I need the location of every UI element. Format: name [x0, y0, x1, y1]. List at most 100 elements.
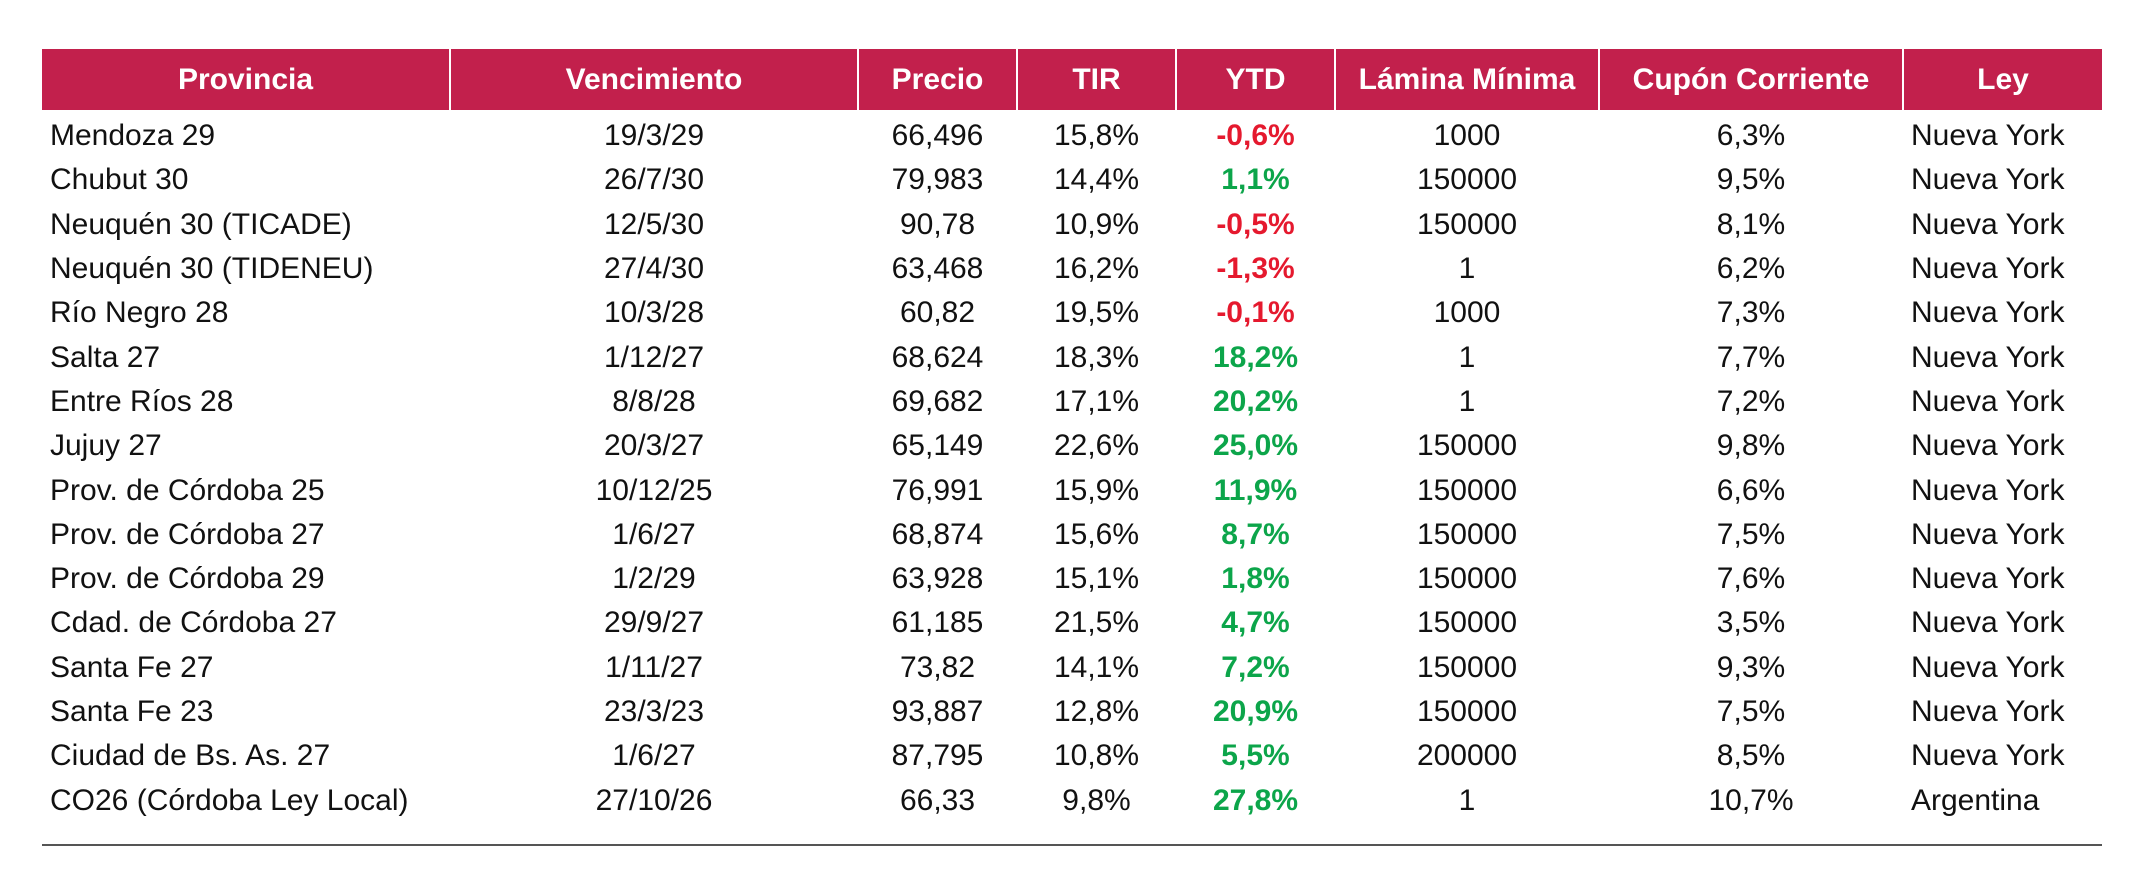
cell-ley: Nueva York	[1911, 695, 2065, 728]
cell-vencimiento: 1/12/27	[603, 340, 705, 374]
cell-provincia: Prov. de Córdoba 29	[50, 562, 325, 596]
cell-tir: 12,8%	[1053, 695, 1140, 728]
header-precio: Precio	[857, 49, 1017, 110]
cell-provincia: CO26 (Córdoba Ley Local)	[50, 783, 409, 817]
cell-cupon-corriente: 7,7%	[1716, 340, 1786, 374]
cell-tir: 15,9%	[1053, 473, 1140, 507]
cell-tir: 14,1%	[1053, 650, 1140, 684]
cell-ley: Nueva York	[1911, 739, 2065, 773]
cell-vencimiento: 20/3/27	[603, 429, 705, 463]
cell-ley: Nueva York	[1911, 340, 2065, 374]
cell-provincia: Prov. de Córdoba 25	[50, 473, 325, 507]
cell-ytd: 27,8%	[1212, 783, 1299, 817]
table-body: Mendoza 29 19/3/29 66,496 15,8% -0,6% 1000 6,3…	[42, 110, 2102, 823]
cell-lamina-minima: 150000	[1416, 429, 1518, 463]
cell-provincia: Neuquén 30 (TIDENEU)	[50, 252, 374, 286]
cell-vencimiento: 1/11/27	[605, 650, 703, 684]
cell-cupon-corriente: 10,7%	[1708, 783, 1794, 817]
cell-ytd: -0,1%	[1216, 296, 1295, 330]
cell-cupon-corriente: 9,8%	[1716, 429, 1786, 463]
cell-provincia: Santa Fe 23	[50, 695, 214, 728]
cell-lamina-minima: 1	[1458, 384, 1476, 418]
header-tir: TIR	[1016, 49, 1176, 110]
cell-provincia: Ciudad de Bs. As. 27	[50, 739, 331, 773]
cell-ley: Nueva York	[1911, 119, 2065, 153]
table-header: Provincia Vencimiento Precio TIR YTD Lám…	[42, 49, 2102, 110]
cell-cupon-corriente: 3,5%	[1716, 606, 1786, 640]
cell-cupon-corriente: 7,6%	[1716, 562, 1786, 596]
cell-provincia: Prov. de Córdoba 27	[50, 517, 325, 551]
cell-ley: Nueva York	[1911, 207, 2065, 241]
cell-ytd: 1,1%	[1221, 163, 1290, 197]
cell-vencimiento: 29/9/27	[603, 606, 705, 640]
cell-precio: 68,874	[891, 517, 984, 551]
cell-lamina-minima: 150000	[1416, 562, 1518, 596]
table-row: Neuquén 30 (TIDENEU) 27/4/30 63,468 16,2% -1…	[42, 247, 2102, 291]
cell-provincia: Neuquén 30 (TICADE)	[50, 207, 352, 241]
cell-ley: Nueva York	[1911, 517, 2065, 551]
cell-precio: 69,682	[891, 384, 984, 418]
cell-tir: 17,1%	[1053, 384, 1140, 418]
cell-ytd: -1,3%	[1216, 252, 1295, 286]
cell-vencimiento: 1/6/27	[612, 739, 696, 773]
cell-tir: 18,3%	[1053, 340, 1140, 374]
cell-precio: 66,33	[899, 783, 976, 817]
cell-cupon-corriente: 9,5%	[1716, 163, 1786, 197]
cell-provincia: Mendoza 29	[50, 119, 216, 153]
cell-precio: 73,82	[899, 650, 976, 684]
table-row: Santa Fe 23 23/3/23 93,887 12,8% 20,9% 150000…	[42, 690, 2102, 734]
cell-precio: 63,928	[891, 562, 984, 596]
cell-provincia: Salta 27	[50, 340, 161, 374]
cell-cupon-corriente: 7,3%	[1716, 296, 1786, 330]
cell-cupon-corriente: 7,5%	[1716, 695, 1786, 728]
cell-ytd: 4,7%	[1221, 606, 1290, 640]
cell-ley: Nueva York	[1911, 384, 2065, 418]
cell-tir: 15,8%	[1053, 119, 1140, 153]
cell-ytd: 20,2%	[1212, 384, 1299, 418]
cell-ytd: 20,9%	[1212, 695, 1299, 728]
cell-precio: 87,795	[891, 739, 984, 773]
cell-tir: 15,1%	[1053, 562, 1140, 596]
table-row: Ciudad de Bs. As. 27 1/6/27 87,795 10,8% 5,5…	[42, 734, 2102, 778]
cell-tir: 16,2%	[1053, 252, 1140, 286]
cell-ytd: 5,5%	[1221, 739, 1290, 773]
table-row: Neuquén 30 (TICADE) 12/5/30 90,78 10,9% -0,5…	[42, 203, 2102, 247]
cell-lamina-minima: 1000	[1433, 119, 1501, 153]
header-cupon-corriente: Cupón Corriente	[1598, 49, 1903, 110]
cell-lamina-minima: 1	[1458, 783, 1476, 817]
table-row: Cdad. de Córdoba 27 29/9/27 61,185 21,5% 4,7…	[42, 601, 2102, 645]
cell-cupon-corriente: 9,3%	[1716, 650, 1786, 684]
cell-lamina-minima: 150000	[1416, 473, 1518, 507]
header-provincia: Provincia	[42, 49, 450, 110]
cell-provincia: Cdad. de Córdoba 27	[50, 606, 337, 640]
cell-vencimiento: 1/2/29	[612, 562, 696, 596]
cell-vencimiento: 10/3/28	[603, 296, 705, 330]
cell-precio: 60,82	[899, 296, 976, 330]
cell-precio: 68,624	[891, 340, 984, 374]
cell-cupon-corriente: 6,2%	[1716, 252, 1786, 286]
cell-tir: 21,5%	[1053, 606, 1140, 640]
header-lamina-minima: Lámina Mínima	[1334, 49, 1599, 110]
cell-vencimiento: 26/7/30	[603, 163, 705, 197]
cell-provincia: Chubut 30	[50, 163, 189, 197]
cell-cupon-corriente: 8,1%	[1716, 207, 1786, 241]
cell-precio: 90,78	[899, 207, 976, 241]
cell-tir: 19,5%	[1053, 296, 1140, 330]
cell-lamina-minima: 1	[1458, 252, 1476, 286]
cell-provincia: Jujuy 27	[50, 429, 162, 463]
cell-provincia: Santa Fe 27	[50, 650, 214, 684]
cell-ley: Nueva York	[1911, 252, 2065, 286]
table-row: Mendoza 29 19/3/29 66,496 15,8% -0,6% 1000 6,3…	[42, 110, 2102, 158]
cell-vencimiento: 12/5/30	[603, 207, 705, 241]
cell-ley: Nueva York	[1911, 473, 2065, 507]
cell-ley: Argentina	[1911, 783, 2040, 817]
cell-ytd: -0,6%	[1216, 119, 1295, 153]
cell-vencimiento: 27/4/30	[603, 252, 705, 286]
cell-provincia: Río Negro 28	[50, 296, 229, 330]
cell-precio: 61,185	[891, 606, 984, 640]
cell-precio: 79,983	[891, 163, 984, 197]
cell-precio: 93,887	[891, 695, 984, 728]
cell-ytd: 1,8%	[1221, 562, 1290, 596]
cell-cupon-corriente: 8,5%	[1716, 739, 1786, 773]
cell-provincia: Entre Ríos 28	[50, 384, 234, 418]
